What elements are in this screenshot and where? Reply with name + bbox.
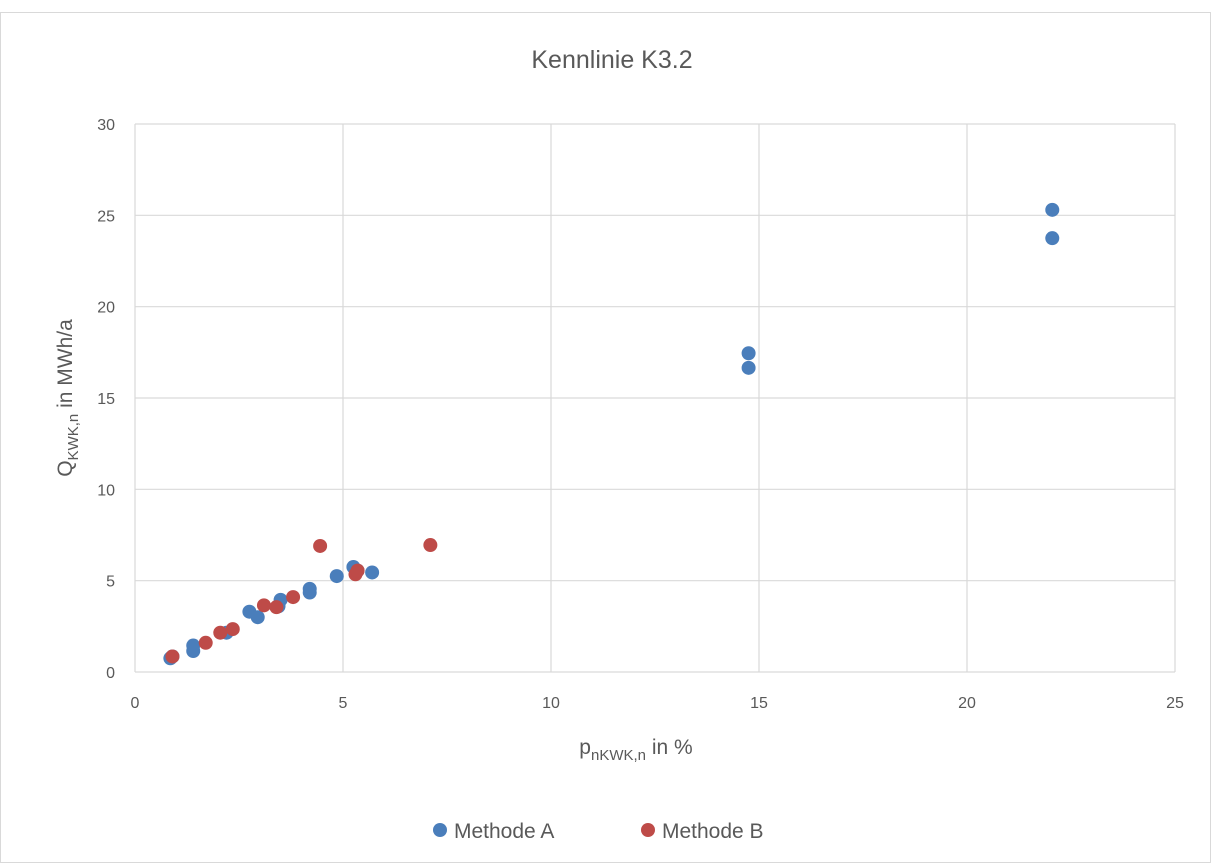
- x-axis-title-suffix: in %: [646, 736, 693, 759]
- data-point-methode-b: [269, 600, 284, 615]
- chart-title: Kennlinie K3.2: [531, 46, 692, 74]
- data-point-methode-a: [1045, 202, 1060, 217]
- legend-marker-methode-b: [641, 823, 655, 837]
- x-axis-title: pnKWK,n in %: [579, 736, 692, 764]
- data-point-methode-b: [313, 538, 328, 553]
- x-tick-label: 15: [750, 695, 768, 712]
- legend-marker-methode-a: [433, 823, 447, 837]
- legend-item-methode-a: Methode A: [433, 820, 554, 843]
- data-point-methode-b: [165, 649, 180, 664]
- y-axis-title-subscript: KWK,n: [65, 414, 82, 461]
- data-point-methode-b: [225, 622, 240, 637]
- data-point-methode-a: [250, 610, 265, 625]
- x-axis-ticks: 0 5 10 15 20 25: [131, 695, 1184, 712]
- x-tick-label: 25: [1166, 695, 1184, 712]
- y-axis-title-base: Q: [54, 460, 77, 476]
- y-tick-label: 25: [97, 208, 115, 225]
- data-point-methode-b: [213, 625, 228, 640]
- data-point-methode-a: [329, 569, 344, 584]
- y-tick-label: 20: [97, 300, 115, 317]
- gridlines: [134, 123, 1176, 673]
- y-tick-label: 15: [97, 391, 115, 408]
- data-point-methode-a: [365, 565, 380, 580]
- x-tick-label: 0: [131, 695, 140, 712]
- y-tick-label: 30: [97, 117, 115, 134]
- legend-label-methode-b: Methode B: [662, 820, 764, 843]
- y-axis-title-suffix: in MWh/a: [54, 319, 77, 414]
- legend-label-methode-a: Methode A: [454, 820, 554, 843]
- chart-frame: [0, 12, 1211, 863]
- legend: Methode A Methode B: [433, 820, 764, 843]
- y-tick-label: 5: [106, 574, 115, 591]
- y-axis-ticks: 0 5 10 15 20 25 30: [97, 117, 115, 682]
- x-axis-title-subscript: nKWK,n: [591, 747, 646, 764]
- y-tick-label: 10: [97, 482, 115, 499]
- legend-item-methode-b: Methode B: [641, 820, 764, 843]
- data-point-methode-b: [256, 598, 271, 613]
- y-axis-title: QKWK,n in MWh/a: [54, 319, 82, 477]
- y-tick-label: 0: [106, 665, 115, 682]
- x-tick-label: 5: [339, 695, 348, 712]
- data-point-methode-a: [741, 360, 756, 375]
- data-point-methode-a: [186, 638, 201, 653]
- data-point-methode-a: [1045, 231, 1060, 246]
- x-tick-label: 10: [542, 695, 560, 712]
- data-point-methode-a: [741, 346, 756, 361]
- data-point-methode-b: [423, 538, 438, 553]
- x-axis-title-base: p: [579, 736, 591, 759]
- x-tick-label: 20: [958, 695, 976, 712]
- data-point-methode-b: [350, 563, 365, 578]
- data-point-methode-a: [302, 581, 317, 596]
- data-points: [163, 202, 1060, 666]
- data-point-methode-b: [198, 635, 213, 650]
- data-point-methode-b: [286, 590, 301, 605]
